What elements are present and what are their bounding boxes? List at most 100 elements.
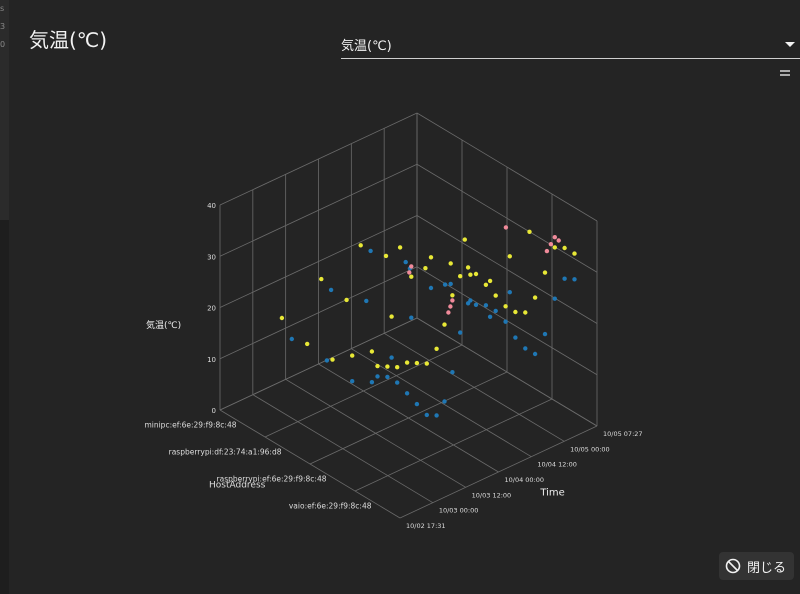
- data-point: [448, 304, 453, 309]
- time-tick-label: 10/05 07:27: [603, 430, 643, 438]
- data-point: [403, 259, 408, 265]
- data-point: [409, 264, 414, 269]
- close-button-label: 閉じる: [746, 560, 786, 576]
- data-point: [344, 297, 349, 303]
- close-button[interactable]: 閉じる: [718, 552, 794, 580]
- data-point: [473, 302, 479, 307]
- host-axis-label: HostAddress: [209, 481, 266, 491]
- data-point: [448, 261, 453, 266]
- data-point: [450, 293, 455, 298]
- data-point: [462, 237, 467, 242]
- data-point: [358, 243, 363, 248]
- data-point: [395, 380, 400, 385]
- data-point: [389, 314, 394, 319]
- back-wall-grid-line: [219, 266, 418, 360]
- data-point: [523, 310, 528, 315]
- data-point: [548, 242, 554, 247]
- side-wall-grid-line: [416, 317, 598, 427]
- data-point: [368, 248, 373, 254]
- time-tick-label: 10/04 00:00: [505, 476, 545, 484]
- back-wall-grid-line: [219, 317, 418, 411]
- menu-icon[interactable]: [780, 70, 790, 78]
- data-point: [450, 370, 455, 375]
- data-point: [434, 346, 439, 351]
- data-point: [375, 363, 380, 369]
- back-wall-grid-line: [219, 112, 418, 206]
- data-point: [458, 330, 463, 335]
- floor-grid-line: [383, 332, 565, 442]
- side-wall-grid-line: [416, 112, 598, 222]
- data-point: [328, 287, 334, 293]
- data-point: [572, 251, 577, 256]
- host-tick-label: minipc:ef:6e:29:f9:8c:48: [144, 421, 236, 430]
- side-wall-grid-line: [416, 215, 598, 324]
- data-point: [375, 374, 380, 379]
- data-point: [442, 282, 448, 287]
- data-point: [434, 413, 439, 418]
- data-point: [364, 298, 369, 304]
- data-point: [483, 282, 489, 287]
- data-point: [446, 310, 451, 315]
- z-tick-label: 10: [207, 356, 216, 364]
- data-point: [330, 357, 335, 362]
- data-point: [424, 361, 429, 366]
- data-point: [395, 365, 400, 370]
- data-point: [552, 296, 557, 301]
- back-wall-grid-line: [219, 163, 418, 257]
- data-point: [385, 364, 390, 369]
- data-point: [279, 315, 285, 321]
- data-point: [527, 229, 532, 234]
- data-point: [523, 346, 528, 351]
- data-point: [507, 290, 512, 295]
- time-tick-label: 10/04 12:00: [537, 461, 577, 469]
- data-point: [407, 270, 412, 275]
- data-point: [428, 285, 434, 291]
- data-point: [493, 308, 498, 314]
- data-point: [289, 336, 294, 342]
- data-point: [450, 298, 455, 303]
- data-point: [442, 399, 447, 404]
- time-tick-label: 10/03 00:00: [439, 507, 479, 515]
- chevron-down-icon[interactable]: [785, 42, 795, 47]
- side-wall-grid-line: [416, 163, 598, 273]
- data-point: [503, 225, 509, 230]
- data-point: [442, 322, 447, 327]
- data-point: [493, 293, 498, 298]
- data-point: [424, 412, 429, 418]
- data-point: [448, 281, 453, 287]
- data-point: [513, 309, 518, 315]
- data-point: [507, 254, 512, 259]
- data-point: [544, 248, 550, 254]
- data-point: [458, 274, 463, 279]
- data-point: [385, 374, 390, 380]
- data-point: [350, 353, 355, 358]
- data-point: [404, 391, 410, 396]
- data-point: [503, 304, 508, 309]
- data-point: [369, 349, 375, 354]
- data-point: [414, 401, 420, 407]
- data-point: [552, 235, 557, 240]
- dialog-title: 気温(℃): [29, 28, 108, 52]
- z-tick-label: 40: [207, 202, 216, 210]
- data-point: [552, 245, 557, 250]
- data-point: [572, 277, 577, 282]
- data-point: [465, 265, 471, 270]
- data-point: [542, 270, 548, 275]
- data-point: [468, 298, 473, 303]
- data-point: [562, 276, 567, 281]
- data-point: [319, 276, 324, 282]
- back-wall-grid-line: [219, 215, 418, 308]
- data-point: [556, 238, 561, 243]
- data-point: [428, 255, 434, 260]
- data-point: [305, 341, 310, 347]
- data-point: [383, 253, 389, 259]
- host-tick-label: raspberrypi:ef:6e:29:f9:8c:48: [217, 475, 327, 484]
- floor-grid-line: [252, 394, 434, 504]
- z-tick-label: 20: [207, 305, 216, 313]
- time-tick-label: 10/03 12:00: [472, 491, 512, 499]
- time-tick-label: 10/02 17:31: [406, 522, 446, 530]
- z-tick-label: 30: [207, 253, 216, 261]
- metric-select[interactable]: 気温(℃): [341, 30, 800, 59]
- data-point: [562, 245, 567, 251]
